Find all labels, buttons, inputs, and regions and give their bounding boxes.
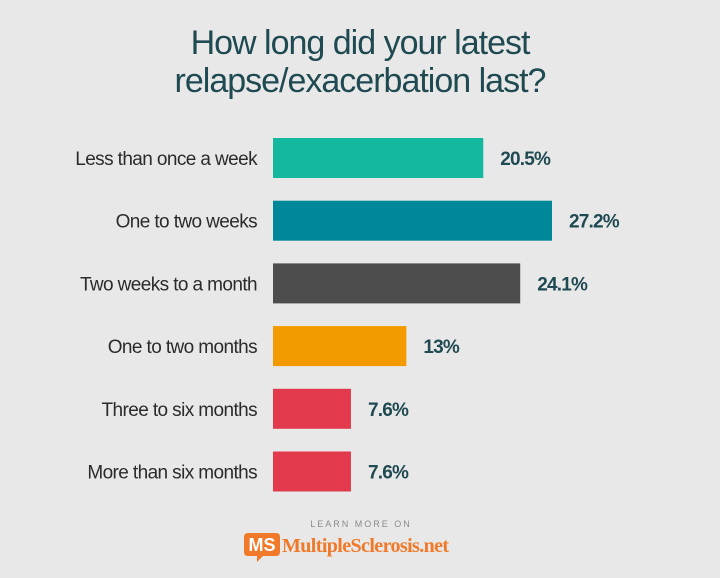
footer: LEARN MORE ON MS MultipleSclerosis.net bbox=[244, 519, 450, 562]
value-label-more-than-six-months: 7.6% bbox=[368, 463, 409, 484]
value-label-less-than-once-a-week: 20.5% bbox=[500, 149, 551, 170]
category-label-three-to-six-months: Three to six months bbox=[102, 400, 258, 421]
chart-title-line-2: relapse/exacerbation last? bbox=[175, 62, 546, 100]
category-label-one-to-two-months: One to two months bbox=[108, 337, 257, 358]
category-label-two-weeks-to-a-month: Two weeks to a month bbox=[80, 274, 257, 295]
multiplesclerosis-logo[interactable]: MS MultipleSclerosis.net bbox=[244, 533, 450, 562]
bar-two-weeks-to-a-month bbox=[273, 263, 521, 304]
value-label-one-to-two-weeks: 27.2% bbox=[569, 212, 620, 233]
learn-more-label: LEARN MORE ON bbox=[310, 519, 412, 529]
bar-group: Less than once a week 20.5% One to two wee… bbox=[75, 138, 621, 492]
value-label-three-to-six-months: 7.6% bbox=[368, 400, 409, 421]
logo-badge bbox=[244, 533, 280, 562]
bar-less-than-once-a-week bbox=[273, 138, 484, 178]
bar-one-to-two-weeks bbox=[273, 200, 552, 241]
category-label-less-than-once-a-week: Less than once a week bbox=[75, 149, 258, 170]
bar-one-to-two-months bbox=[273, 326, 407, 367]
value-label-one-to-two-months: 13% bbox=[423, 337, 460, 358]
chart-title: How long did your latest relapse/exacerb… bbox=[175, 24, 547, 100]
bar-three-to-six-months bbox=[273, 388, 351, 429]
category-label-one-to-two-weeks: One to two weeks bbox=[116, 212, 258, 233]
logo-mark: MS bbox=[249, 535, 276, 555]
category-label-more-than-six-months: More than six months bbox=[87, 463, 257, 484]
bar-more-than-six-months bbox=[273, 451, 351, 492]
logo-wordmark: MultipleSclerosis.net bbox=[282, 535, 449, 557]
value-label-two-weeks-to-a-month: 24.1% bbox=[537, 274, 588, 295]
chart-title-line-1: How long did your latest bbox=[191, 24, 531, 62]
